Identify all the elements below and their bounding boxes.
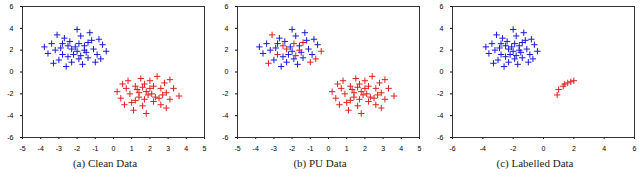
svg-text:2: 2 xyxy=(363,145,367,152)
svg-text:2: 2 xyxy=(148,145,152,152)
html-text:(b) PU Data: (b) PU Data xyxy=(293,157,347,169)
svg-text:-6: -6 xyxy=(222,134,228,141)
svg-text:-6: -6 xyxy=(437,134,443,141)
svg-text:-2: -2 xyxy=(437,90,443,97)
svg-text:2: 2 xyxy=(572,145,576,152)
svg-text:2: 2 xyxy=(440,46,444,53)
svg-text:4: 4 xyxy=(225,25,229,32)
svg-text:6: 6 xyxy=(225,3,229,10)
svg-text:4: 4 xyxy=(399,145,403,152)
svg-text:6: 6 xyxy=(10,3,14,10)
svg-text:-4: -4 xyxy=(222,112,228,119)
svg-text:2: 2 xyxy=(225,46,229,53)
svg-text:5: 5 xyxy=(203,145,207,152)
html-text:(c) Labelled Data: (c) Labelled Data xyxy=(496,157,574,169)
svg-text:4: 4 xyxy=(602,145,606,152)
svg-text:3: 3 xyxy=(381,145,385,152)
svg-text:-6: -6 xyxy=(449,145,455,152)
svg-text:-2: -2 xyxy=(510,145,516,152)
svg-text:1: 1 xyxy=(130,145,134,152)
html-text:(a) Clean Data: (a) Clean Data xyxy=(72,157,138,169)
svg-text:-2: -2 xyxy=(7,90,13,97)
svg-text:-5: -5 xyxy=(19,145,25,152)
svg-text:0: 0 xyxy=(542,145,546,152)
svg-text:-2: -2 xyxy=(74,145,80,152)
svg-text:-5: -5 xyxy=(234,145,240,152)
svg-text:6: 6 xyxy=(440,3,444,10)
svg-text:4: 4 xyxy=(10,25,14,32)
svg-text:3: 3 xyxy=(166,145,170,152)
svg-text:0: 0 xyxy=(112,145,116,152)
svg-text:5: 5 xyxy=(418,145,422,152)
svg-text:4: 4 xyxy=(440,25,444,32)
svg-text:0: 0 xyxy=(10,68,14,75)
svg-text:-4: -4 xyxy=(480,145,486,152)
svg-text:-4: -4 xyxy=(437,112,443,119)
svg-text:-4: -4 xyxy=(38,145,44,152)
svg-text:4: 4 xyxy=(184,145,188,152)
svg-text:0: 0 xyxy=(440,68,444,75)
svg-text:-1: -1 xyxy=(307,145,313,152)
svg-text:-2: -2 xyxy=(289,145,295,152)
svg-text:6: 6 xyxy=(633,145,637,152)
svg-text:-4: -4 xyxy=(7,112,13,119)
svg-text:-6: -6 xyxy=(7,134,13,141)
svg-text:-3: -3 xyxy=(56,145,62,152)
svg-text:-4: -4 xyxy=(253,145,259,152)
svg-text:-2: -2 xyxy=(222,90,228,97)
svg-text:1: 1 xyxy=(345,145,349,152)
svg-text:-3: -3 xyxy=(271,145,277,152)
svg-text:2: 2 xyxy=(10,46,14,53)
svg-text:0: 0 xyxy=(327,145,331,152)
svg-text:0: 0 xyxy=(225,68,229,75)
svg-text:-1: -1 xyxy=(92,145,98,152)
